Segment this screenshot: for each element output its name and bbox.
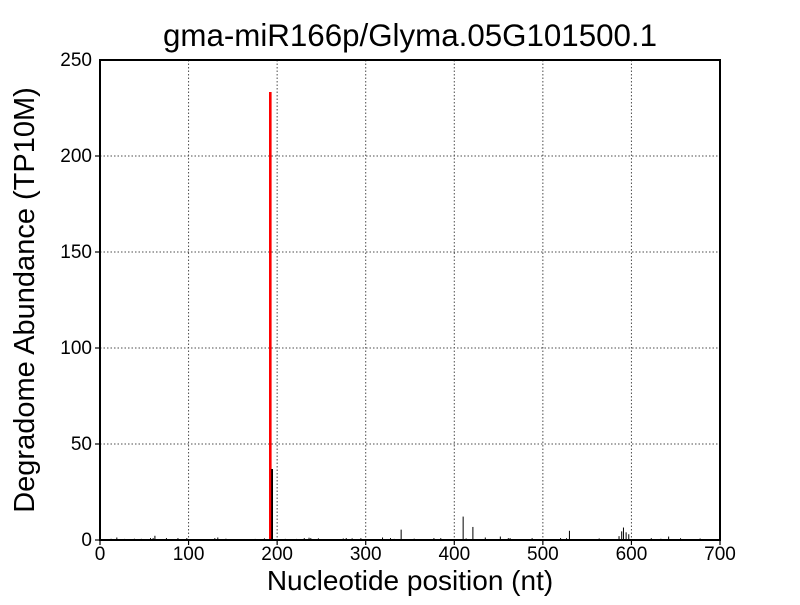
svg-text:600: 600 [616, 544, 648, 565]
svg-text:400: 400 [438, 544, 470, 565]
svg-text:0: 0 [95, 544, 106, 565]
svg-text:200: 200 [261, 544, 293, 565]
svg-text:0: 0 [81, 530, 92, 551]
svg-text:700: 700 [704, 544, 736, 565]
svg-text:gma-miR166p/Glyma.05G101500.1: gma-miR166p/Glyma.05G101500.1 [163, 18, 657, 53]
svg-text:50: 50 [71, 434, 92, 455]
svg-text:Degradome Abundance (TP10M): Degradome Abundance (TP10M) [9, 87, 41, 513]
svg-text:300: 300 [350, 544, 382, 565]
svg-text:200: 200 [60, 146, 92, 167]
svg-text:100: 100 [60, 338, 92, 359]
svg-text:100: 100 [173, 544, 205, 565]
svg-text:Nucleotide position (nt): Nucleotide position (nt) [267, 565, 553, 596]
svg-text:150: 150 [60, 242, 92, 263]
svg-text:500: 500 [527, 544, 559, 565]
svg-text:250: 250 [60, 50, 92, 71]
